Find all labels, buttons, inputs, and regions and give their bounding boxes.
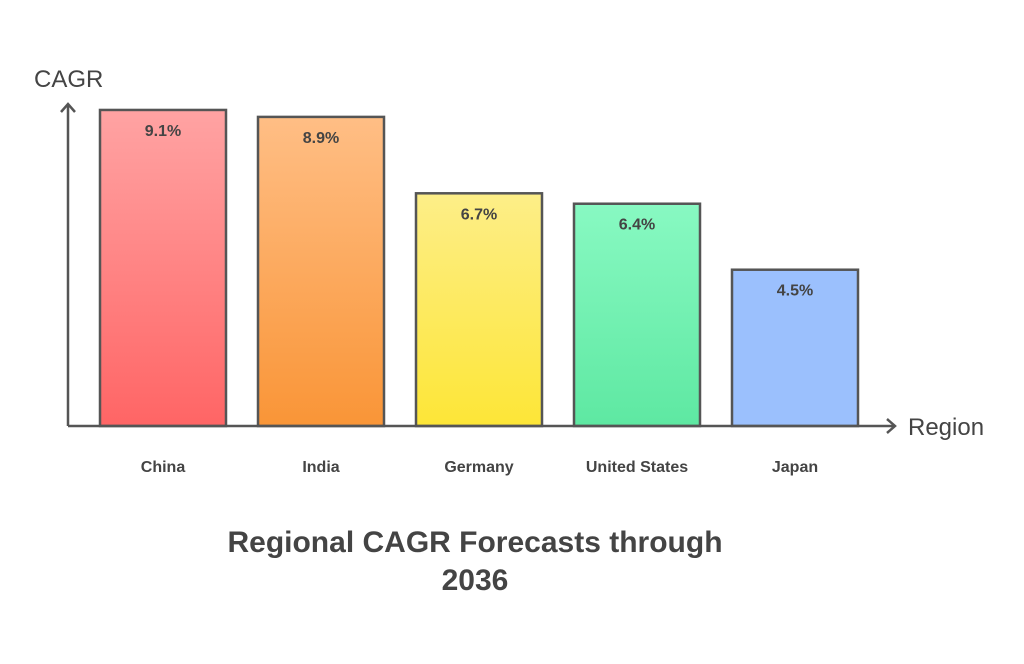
chart-title-line-1: Regional CAGR Forecasts through bbox=[227, 526, 722, 559]
value-label: 6.4% bbox=[619, 217, 655, 234]
y-axis-label: CAGR bbox=[34, 66, 103, 93]
category-label: United States bbox=[586, 459, 688, 476]
bar-united-states bbox=[572, 202, 702, 428]
bar-japan bbox=[730, 268, 860, 428]
value-label: 4.5% bbox=[777, 283, 813, 300]
category-label: Germany bbox=[444, 459, 513, 476]
value-label: 9.1% bbox=[145, 123, 181, 140]
value-label: 8.9% bbox=[303, 130, 339, 147]
y-axis-arrow-icon bbox=[60, 102, 76, 113]
value-label: 6.7% bbox=[461, 206, 497, 223]
category-label: Japan bbox=[772, 459, 818, 476]
x-axis-arrow-icon bbox=[886, 418, 897, 434]
bar-germany bbox=[414, 192, 544, 428]
x-axis-label: Region bbox=[908, 414, 984, 441]
category-label: India bbox=[302, 459, 339, 476]
bar-india bbox=[256, 115, 386, 428]
category-label: China bbox=[141, 459, 186, 476]
bar-china bbox=[98, 108, 228, 428]
chart-title-line-2: 2036 bbox=[442, 564, 509, 597]
